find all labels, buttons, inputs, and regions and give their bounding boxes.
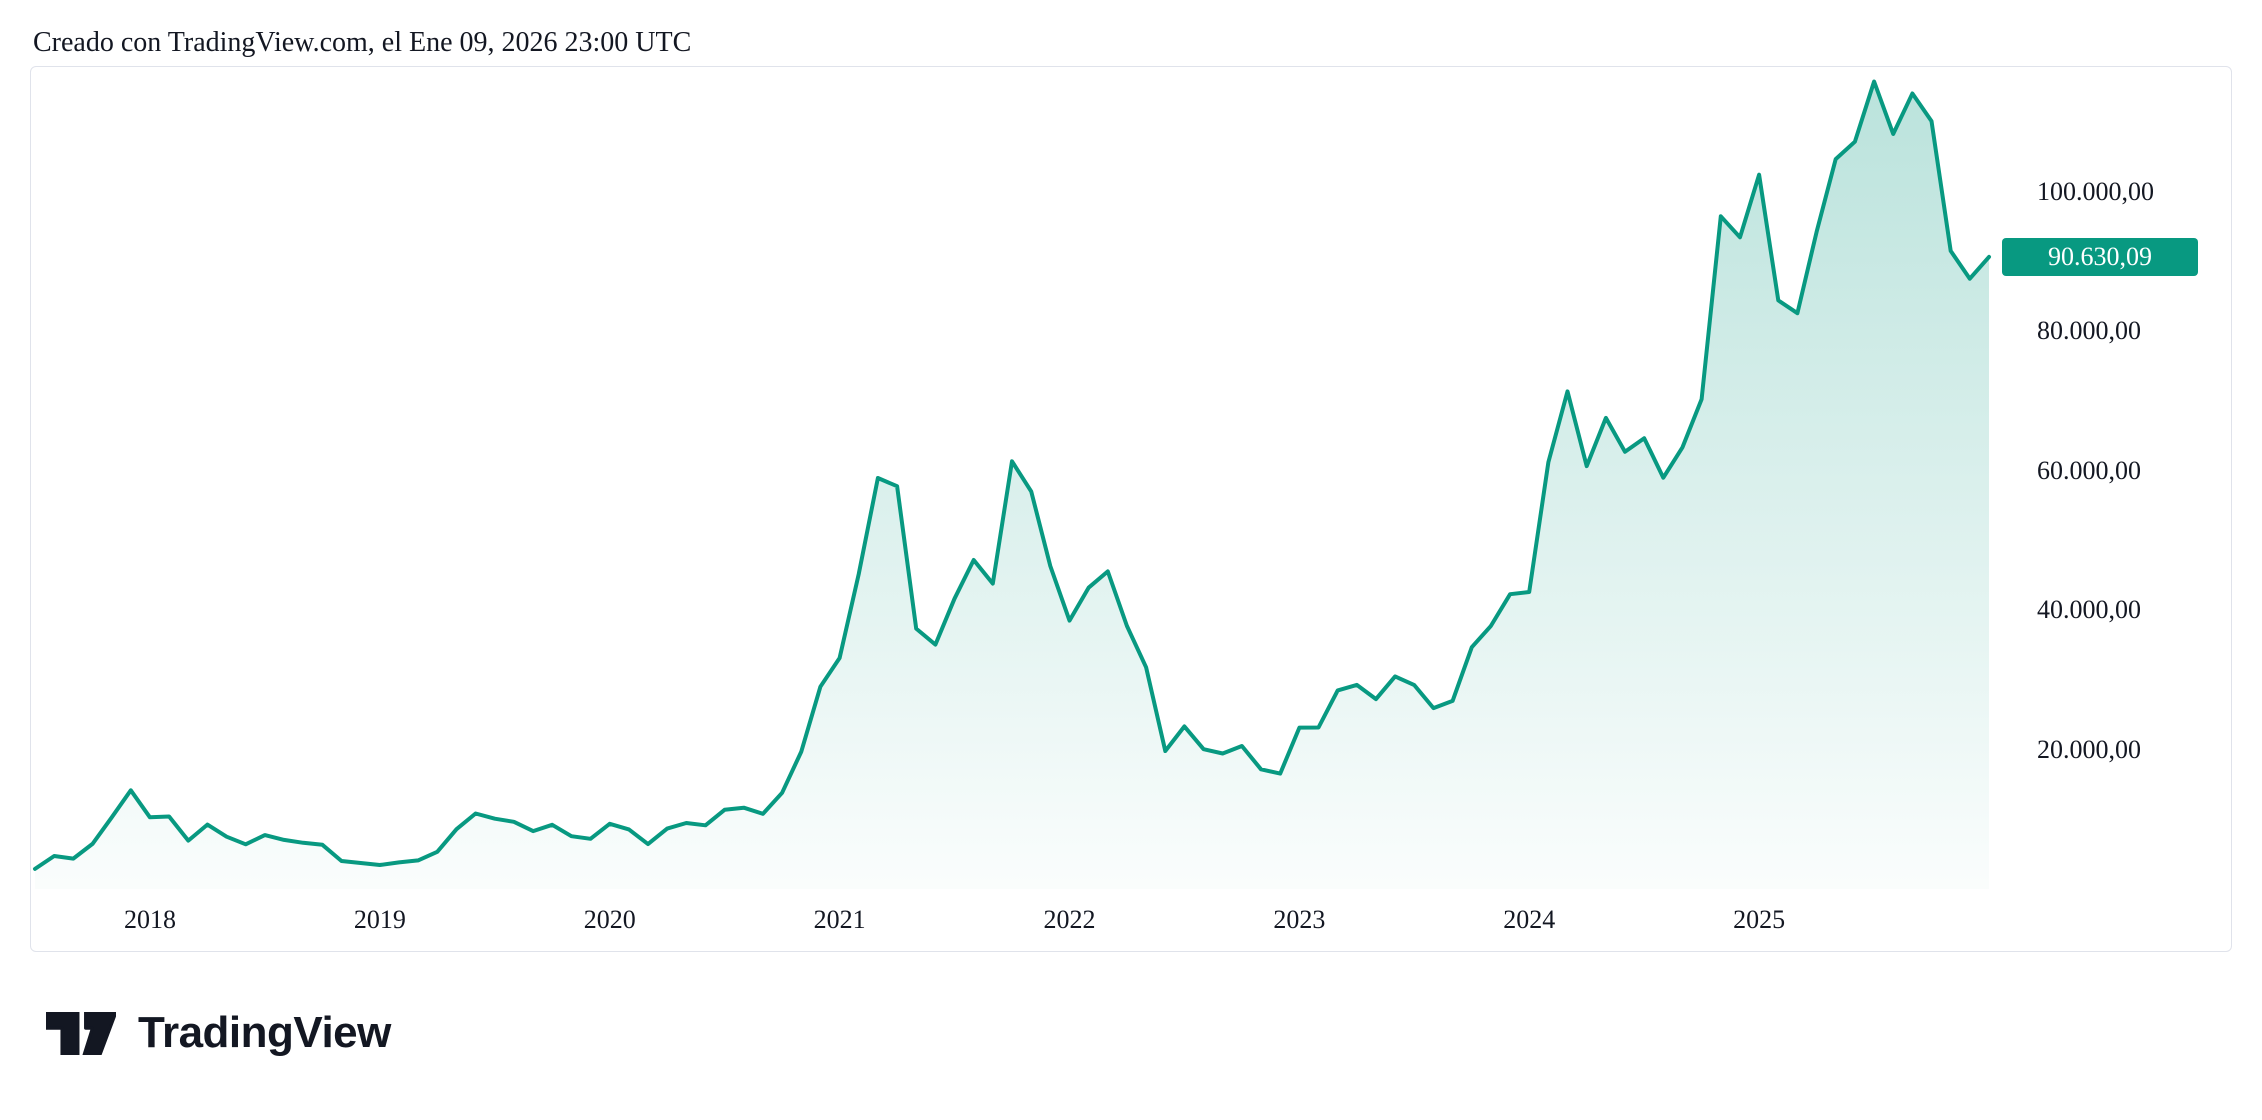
price-line — [33, 79, 1991, 871]
price-scale-label: 60.000,00 — [2037, 455, 2141, 485]
time-scale-label: 2020 — [583, 905, 636, 934]
time-scale-label: 2023 — [1273, 905, 1326, 934]
brand-wordmark[interactable]: TradingView — [138, 1008, 391, 1057]
time-scale-label: 2025 — [1733, 905, 1786, 934]
tradingview-logo-icon[interactable] — [46, 1011, 116, 1055]
time-scale: 2018 2019 2020 2021 2022 2023 2024 2025 — [31, 67, 2231, 951]
last-price-badge: 90.630,09 — [2002, 237, 2198, 276]
chart-container: 100.000,00 80.000,00 60.000,00 40.000,00 20.… — [30, 66, 2232, 952]
price-scale-label: 100.000,00 — [2037, 176, 2154, 206]
area-fill — [35, 81, 1989, 889]
time-scale-label: 2021 — [813, 905, 866, 934]
price-scale-label: 20.000,00 — [2037, 734, 2141, 764]
price-area-chart — [33, 79, 1991, 889]
price-scale: 100.000,00 80.000,00 60.000,00 40.000,00 20.… — [31, 67, 2231, 951]
time-scale-label: 2018 — [123, 905, 176, 934]
attribution-text[interactable]: Creado con TradingView.com, el Ene 09, 2… — [33, 27, 692, 58]
time-scale-label: 2024 — [1503, 905, 1556, 934]
price-scale-label: 80.000,00 — [2037, 316, 2141, 345]
price-scale-label: 40.000,00 — [2037, 595, 2141, 624]
time-scale-label: 2022 — [1043, 905, 1096, 934]
time-scale-label: 2019 — [353, 905, 406, 934]
brand-footer: TradingView — [46, 1008, 391, 1058]
